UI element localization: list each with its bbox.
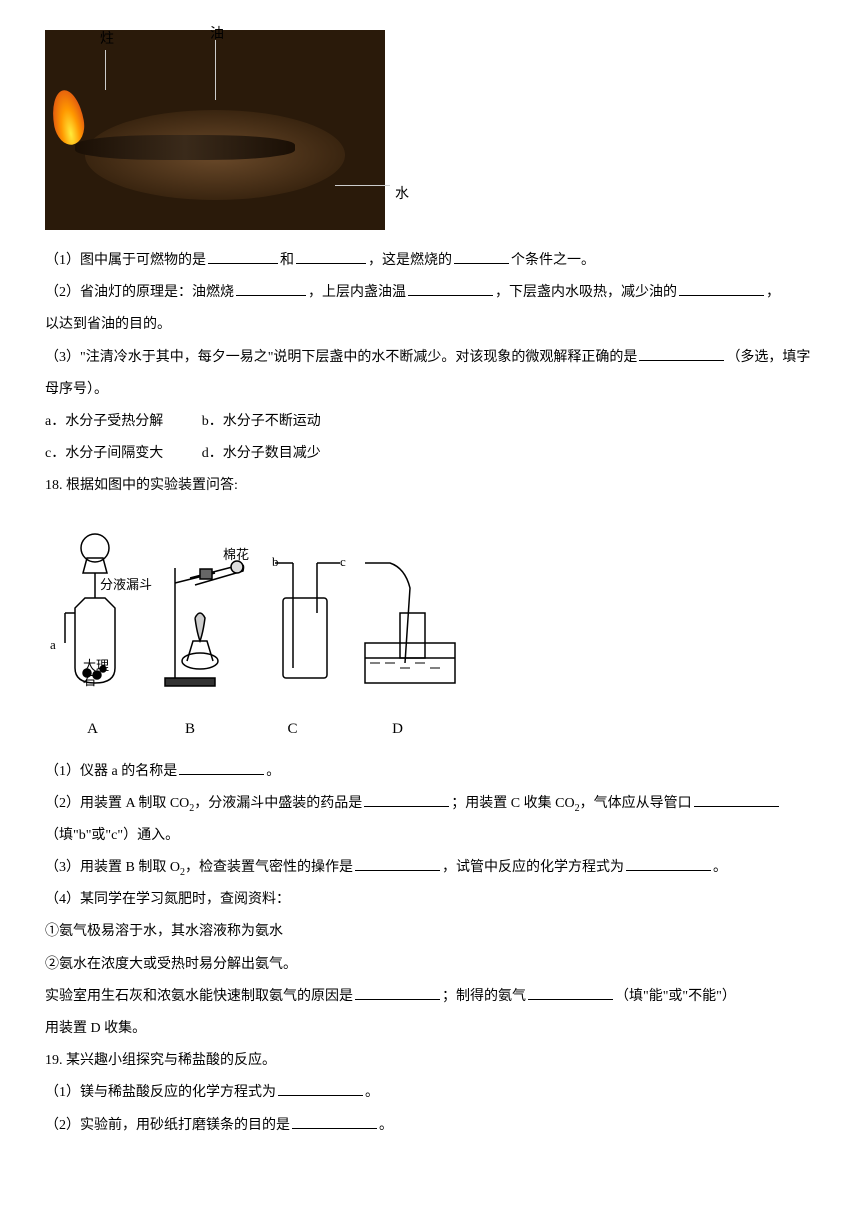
blank-field [408, 278, 493, 296]
text: 个条件之一。 [511, 253, 595, 268]
question-1-part2: （2）省油灯的原理是：油燃烧 ，上层内盏油温 ，下层盏内水吸热，减少油的 ， [45, 277, 815, 309]
annotation-line [335, 185, 390, 186]
text: 和 [280, 253, 294, 268]
lamp-flame-shape [48, 88, 87, 147]
text: 以达到省油的目的。 [45, 317, 171, 332]
question-19-part1: （1）镁与稀盐酸反应的化学方程式为 。 [45, 1077, 815, 1109]
lamp-wick-shape [75, 135, 295, 160]
oil-lamp-figure: 炷 油 水 [45, 30, 815, 230]
question-1-part1: （1）图中属于可燃物的是 和 ，这是燃烧的 个条件之一。 [45, 245, 815, 277]
text: （1）仪器 a 的名称是 [45, 764, 177, 779]
question-18-part3: （3）用装置 B 制取 O2，检查装置气密性的操作是，试管中反应的化学方程式为。 [45, 852, 815, 884]
question-19-title: 19. 某兴趣小组探究与稀盐酸的反应。 [45, 1045, 815, 1077]
label-apparatus-c: C [240, 713, 345, 746]
option-c: c．水分子间隔变大 [45, 438, 163, 470]
apparatus-labels-row: A B C D [45, 713, 465, 746]
text: ，气体应从导管口 [580, 796, 692, 811]
text: 。 [379, 1118, 393, 1133]
blank-field [355, 982, 440, 1000]
label-oil: 油 [210, 20, 224, 51]
blank-field [694, 789, 779, 807]
apparatus-diagram: 分液漏斗 棉花 a b c 大理 石 [45, 513, 465, 708]
text: ；用装置 C 收集 CO [451, 796, 574, 811]
annot-b: b [272, 548, 279, 577]
blank-field [454, 246, 509, 264]
oil-lamp-image [45, 30, 385, 230]
text: （2）省油灯的原理是：油燃烧 [45, 285, 234, 300]
text: ，试管中反应的化学方程式为 [442, 860, 624, 875]
annot-c: c [340, 548, 346, 577]
question-1-part2-cont: 以达到省油的目的。 [45, 309, 815, 341]
annot-a: a [50, 631, 56, 660]
blank-field [639, 343, 724, 361]
blank-field [292, 1111, 377, 1129]
options-row-2: c．水分子间隔变大 d．水分子数目减少 [45, 438, 815, 470]
blank-field [679, 278, 764, 296]
label-apparatus-d: D [345, 713, 450, 746]
question-1-part3: （3）"注清冷水于其中，每夕一易之"说明下层盏中的水不断减少。对该现象的微观解释… [45, 342, 815, 406]
text: （3）"注清冷水于其中，每夕一易之"说明下层盏中的水不断减少。对该现象的微观解释… [45, 350, 637, 365]
annotation-line [105, 50, 106, 90]
text: （填"b"或"c"）通入。 [45, 828, 179, 843]
text: ，检查装置气密性的操作是 [185, 860, 353, 875]
label-wick: 炷 [100, 25, 114, 56]
label-apparatus-b: B [140, 713, 240, 746]
text: ，下层盏内水吸热，减少油的 [495, 285, 677, 300]
option-d: d．水分子数目减少 [202, 438, 321, 470]
text: 实验室用生石灰和浓氨水能快速制取氨气的原因是 [45, 989, 353, 1004]
text: （2）用装置 A 制取 CO [45, 796, 189, 811]
question-18-part2: （2）用装置 A 制取 CO2，分液漏斗中盛装的药品是；用装置 C 收集 CO2… [45, 788, 815, 820]
question-18-part4-3d: 用装置 D 收集。 [45, 1013, 815, 1045]
blank-field [528, 982, 613, 1000]
blank-field [296, 246, 366, 264]
blank-field [364, 789, 449, 807]
blank-field [236, 278, 306, 296]
text: ；制得的氨气 [442, 989, 526, 1004]
options-row-1: a．水分子受热分解 b．水分子不断运动 [45, 406, 815, 438]
annot-cotton: 棉花 [223, 541, 249, 570]
text: ，上层内盏油温 [308, 285, 406, 300]
option-b: b．水分子不断运动 [202, 406, 321, 438]
question-18-part4-3: 实验室用生石灰和浓氨水能快速制取氨气的原因是 ；制得的氨气 （填"能"或"不能"） [45, 981, 815, 1013]
text: （1）镁与稀盐酸反应的化学方程式为 [45, 1085, 276, 1100]
label-apparatus-a: A [45, 713, 140, 746]
blank-field [355, 853, 440, 871]
text: 。 [266, 764, 280, 779]
question-18-part4-1: ①氨气极易溶于水，其水溶液称为氨水 [45, 916, 815, 948]
blank-field [626, 853, 711, 871]
question-18-part1: （1）仪器 a 的名称是 。 [45, 756, 815, 788]
annot-marble: 大理 石 [83, 658, 109, 689]
question-19-part2: （2）实验前，用砂纸打磨镁条的目的是 。 [45, 1110, 815, 1142]
text: ， [766, 285, 780, 300]
text: （2）实验前，用砂纸打磨镁条的目的是 [45, 1118, 290, 1133]
blank-field [179, 757, 264, 775]
blank-field [208, 246, 278, 264]
text: （3）用装置 B 制取 O [45, 860, 180, 875]
text: （1）图中属于可燃物的是 [45, 253, 206, 268]
question-18-part4: （4）某同学在学习氮肥时，查阅资料： [45, 884, 815, 916]
label-water: 水 [395, 180, 409, 211]
text: ，分液漏斗中盛装的药品是 [194, 796, 362, 811]
text: 。 [365, 1085, 379, 1100]
question-18-part4-2: ②氨水在浓度大或受热时易分解出氨气。 [45, 949, 815, 981]
text: ，这是燃烧的 [368, 253, 452, 268]
question-18-part2-cont: （填"b"或"c"）通入。 [45, 820, 815, 852]
option-a: a．水分子受热分解 [45, 406, 163, 438]
blank-field [278, 1078, 363, 1096]
question-18-title: 18. 根据如图中的实验装置问答: [45, 470, 815, 502]
text: （填"能"或"不能"） [615, 989, 736, 1004]
text: 。 [713, 860, 727, 875]
annot-funnel: 分液漏斗 [100, 571, 152, 600]
